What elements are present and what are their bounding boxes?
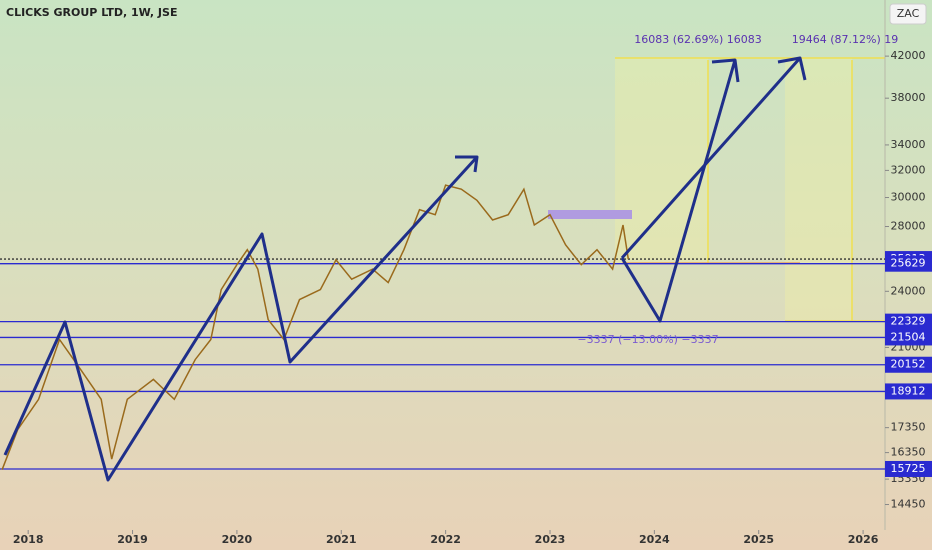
x-tick-label: 2018 bbox=[13, 533, 44, 546]
x-tick-label: 2020 bbox=[222, 533, 253, 546]
x-tick-label: 2019 bbox=[117, 533, 148, 546]
y-tick-label: 17350 bbox=[891, 421, 926, 434]
measure-annotation: 19464 (87.12%) 19 bbox=[792, 33, 899, 46]
level-label: 21504 bbox=[891, 330, 926, 343]
level-label-box bbox=[885, 313, 932, 330]
y-tick-label: 34000 bbox=[891, 138, 926, 151]
measure-annotation: 16083 (62.69%) 16083 bbox=[634, 33, 762, 46]
x-tick-label: 2026 bbox=[848, 533, 879, 546]
zigzag-drawing bbox=[3, 56, 807, 482]
level-label-box bbox=[885, 383, 932, 400]
level-label: 22329 bbox=[891, 315, 926, 328]
projection-zone bbox=[615, 58, 708, 263]
x-tick-label: 2023 bbox=[535, 533, 566, 546]
y-tick-label: 28000 bbox=[891, 220, 926, 233]
y-tick-label: 38000 bbox=[891, 91, 926, 104]
measure-annotation: −3337 (−13.00%) −3337 bbox=[577, 333, 718, 346]
y-tick-label: 14450 bbox=[891, 498, 926, 511]
y-tick-label: 24000 bbox=[891, 284, 926, 297]
projection-zone bbox=[785, 58, 852, 321]
chart-title: CLICKS GROUP LTD, 1W, JSE bbox=[6, 6, 177, 19]
y-tick-label: 42000 bbox=[891, 49, 926, 62]
x-tick-label: 2024 bbox=[639, 533, 670, 546]
x-tick-label: 2022 bbox=[430, 533, 461, 546]
level-label: 25629 bbox=[891, 257, 926, 270]
level-label-box bbox=[885, 329, 932, 346]
level-label-box bbox=[885, 255, 932, 272]
x-tick-label: 2025 bbox=[743, 533, 774, 546]
level-label: 18912 bbox=[891, 384, 926, 397]
price-line bbox=[1, 184, 630, 470]
level-label-box bbox=[885, 460, 932, 477]
y-tick-label: 32000 bbox=[891, 163, 926, 176]
currency-box[interactable] bbox=[889, 3, 927, 25]
supply-zone bbox=[548, 210, 632, 219]
x-tick-label: 2021 bbox=[326, 533, 357, 546]
y-tick-label: 16350 bbox=[891, 446, 926, 459]
currency[interactable]: ZAC bbox=[897, 7, 920, 20]
level-label: 15725 bbox=[891, 462, 926, 475]
level-label: 20152 bbox=[891, 358, 926, 371]
y-tick-label: 30000 bbox=[891, 191, 926, 204]
level-label-box bbox=[885, 356, 932, 373]
